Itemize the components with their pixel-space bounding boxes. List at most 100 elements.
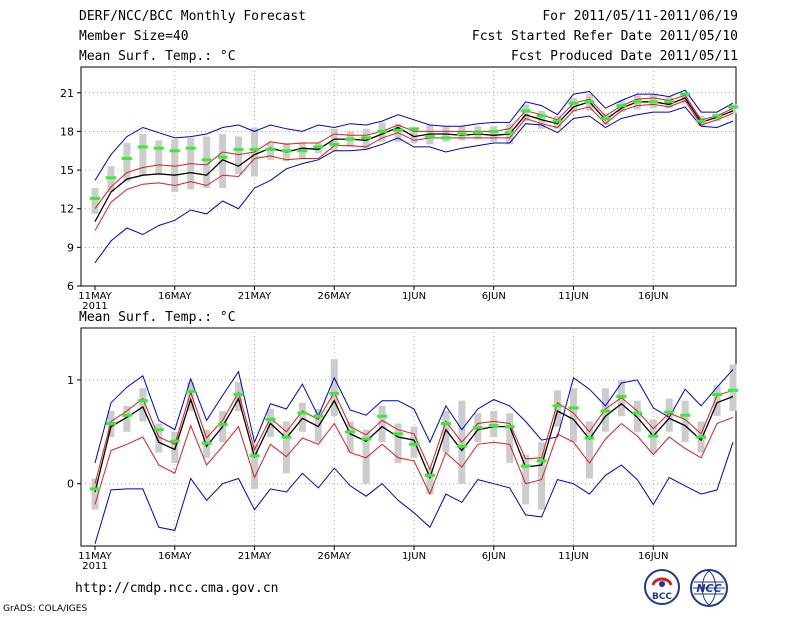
panel2-spread-bar <box>362 429 370 484</box>
panel1-obs-marker <box>536 114 547 118</box>
panel1-obs-marker <box>105 176 116 180</box>
panel1-obs-marker <box>137 145 148 149</box>
panel1-obs-marker <box>169 149 180 153</box>
panel2-obs-marker <box>440 422 451 426</box>
panel2-obs-marker <box>233 392 244 396</box>
panel2-line-outer_lower <box>94 442 734 545</box>
panel1-obs-marker <box>472 131 483 135</box>
panel2-spread-bar <box>330 359 338 417</box>
panel1-obs-marker <box>90 196 100 200</box>
panel2-spread-bar <box>665 398 673 432</box>
panel2-spread-bar <box>585 421 593 479</box>
bcc-logo-icon: BCC <box>644 569 680 605</box>
ncc-logo-icon: NCC <box>690 569 728 607</box>
panel2-obs-marker <box>648 434 659 438</box>
panel2-obs-marker <box>297 411 308 415</box>
panel1-year-label: 2011 <box>82 301 107 312</box>
panel1-ytick-label: 9 <box>67 241 74 254</box>
panel1-ytick-label: 15 <box>60 164 74 177</box>
panel2-ytick-label: 1 <box>67 374 74 387</box>
panel1-xtick-label: 1JUN <box>402 291 426 302</box>
panel1-obs-marker <box>409 127 419 131</box>
panel1-obs-marker <box>361 136 372 140</box>
panel2-obs-marker <box>600 409 611 413</box>
panel2-spread-bar <box>139 388 147 422</box>
panel1-xtick-label: 21MAY <box>238 291 272 302</box>
panel1-line-inner_upper <box>94 94 734 209</box>
panel2-obs-marker <box>329 391 340 395</box>
panel2-spread-bar <box>729 364 737 412</box>
panel2-obs-marker <box>472 426 483 430</box>
panel1-obs-marker <box>648 100 659 104</box>
panel2-xtick-label: 11MAY <box>78 551 112 562</box>
panel1-obs-marker <box>233 147 244 151</box>
panel1-ytick-label: 12 <box>60 203 74 216</box>
panel2-obs-marker <box>90 487 100 491</box>
panel1-xtick-label: 11MAY <box>78 291 112 302</box>
panel1-line-inner_lower <box>94 99 734 231</box>
panel2-obs-marker <box>552 404 563 408</box>
panel2-obs-marker <box>217 423 228 427</box>
panel1-obs-marker <box>520 109 531 113</box>
panel1-obs-marker <box>329 142 340 146</box>
panel2-spread-bar <box>282 421 290 474</box>
panel2-spread-bar <box>554 390 562 427</box>
panel1-obs-marker <box>185 146 196 150</box>
panel2-spread-bar <box>91 478 99 510</box>
panel1-obs-marker <box>265 147 276 151</box>
panel2-line-outer_upper <box>94 369 734 464</box>
panel2-line-inner_lower <box>94 416 734 505</box>
panel2-spread-bar <box>187 381 195 412</box>
panel2-spread-bar <box>235 381 243 412</box>
panel2-obs-marker <box>424 473 435 477</box>
panel1-obs-marker <box>552 119 563 123</box>
panel1-obs-marker <box>217 155 228 159</box>
panel2-spread-bar <box>346 421 354 453</box>
panel2-line-median <box>94 395 734 493</box>
panel1-obs-marker <box>153 146 164 150</box>
panel1-obs-marker <box>616 104 627 108</box>
panel1-ytick-label: 18 <box>60 125 74 138</box>
panel1-xtick-label: 11JUN <box>558 291 588 302</box>
panel2-obs-marker <box>137 399 148 403</box>
panel2-obs-marker <box>584 436 595 440</box>
panel1-obs-marker <box>424 135 435 139</box>
panel1-spread-bar <box>235 136 243 174</box>
panel2-obs-marker <box>249 454 260 458</box>
panel1-obs-marker <box>121 156 132 160</box>
panel1-ytick-label: 6 <box>67 280 74 293</box>
panel2-line-inner_upper <box>94 389 734 484</box>
panel1-obs-marker <box>664 100 675 104</box>
panel2-spread-bar <box>155 423 163 453</box>
panel1-obs-marker <box>249 147 260 151</box>
panel1-obs-marker <box>680 92 691 96</box>
panel2-spread-bar <box>490 411 498 437</box>
panel2-spread-bar <box>681 400 689 443</box>
panel2-obs-marker <box>121 413 132 417</box>
panel2-obs-marker <box>281 435 292 439</box>
panel1-spread-bar <box>266 143 274 160</box>
panel2-obs-marker <box>377 414 388 418</box>
panel1-subtitle: Mean Surf. Temp.: °C <box>79 310 236 325</box>
panel1-spread-bar <box>155 140 163 176</box>
source-url[interactable]: http://cmdp.ncc.cma.gov.cn <box>75 581 279 596</box>
panel1-obs-marker <box>345 137 356 141</box>
panel1-xtick-label: 6JUN <box>482 291 506 302</box>
panel1-spread-bar <box>490 126 498 142</box>
panel2-frame <box>80 327 737 547</box>
panel2-obs-marker <box>265 417 276 421</box>
panel2-obs-marker <box>520 464 531 468</box>
panel2-xtick-label: 6JUN <box>482 551 506 562</box>
panel2-obs-marker <box>536 459 547 463</box>
start-date: Fcst Started Refer Date 2011/05/10 <box>471 29 738 44</box>
panel2-obs-marker <box>680 413 691 417</box>
panel1-xtick-label: 26MAY <box>317 291 351 302</box>
panel2-obs-marker <box>712 392 723 396</box>
panel1-spread-bar <box>171 139 179 192</box>
panel2-xtick-label: 16JUN <box>638 551 668 562</box>
panel1-line-median <box>94 97 734 222</box>
panel1-obs-marker <box>504 131 515 135</box>
header-left: DERF/NCC/BCC Monthly Forecast Member Siz… <box>79 7 306 67</box>
panel1-obs-marker <box>281 149 292 153</box>
